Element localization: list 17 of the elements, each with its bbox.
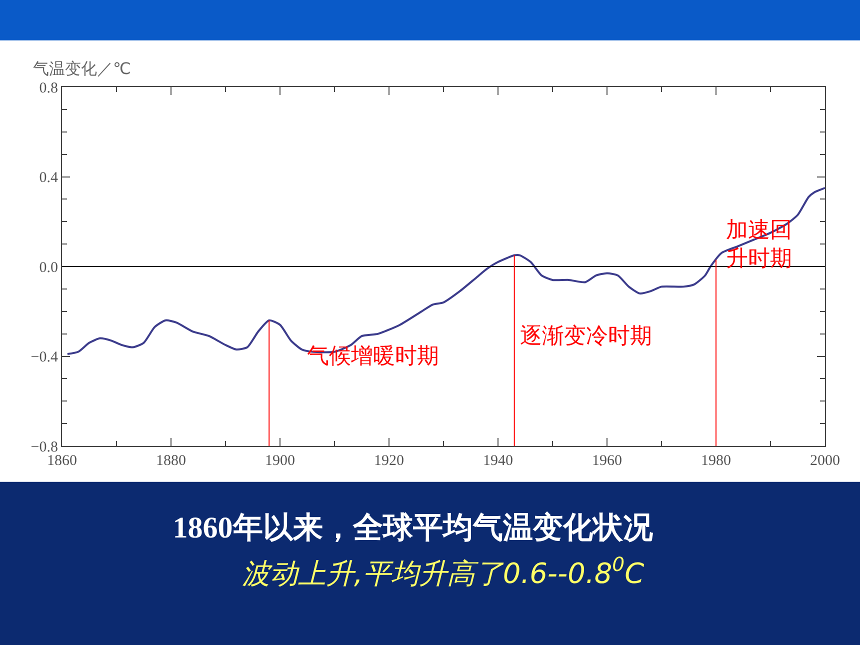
y-tick-label: 0.4 xyxy=(39,170,58,186)
x-tick-label: 1980 xyxy=(701,453,731,469)
y-tick-label: −0.8 xyxy=(30,439,58,456)
ref-line-label: 逐渐变冷时期 xyxy=(520,324,652,349)
y-axis-title: 气温变化／℃ xyxy=(33,59,131,78)
text: 波动上升,平均升高了0.6--0.8$^{0}$C xyxy=(242,553,645,590)
x-tick-label: 1920 xyxy=(374,453,404,469)
text: 1860年以来，全球平均气温变化状况 xyxy=(172,510,654,544)
y-tick-label: 0.8 xyxy=(39,80,58,96)
x-tick-label: 2000 xyxy=(810,453,840,469)
x-tick-label: 1960 xyxy=(592,453,622,469)
y-tick-label: 0.0 xyxy=(39,260,58,276)
y-tick-label: −0.4 xyxy=(30,350,58,366)
x-tick-label: 1860 xyxy=(47,453,77,469)
x-tick-label: 1940 xyxy=(483,453,513,469)
x-tick-label: 1900 xyxy=(265,453,295,469)
x-tick-label: 1880 xyxy=(156,453,186,469)
